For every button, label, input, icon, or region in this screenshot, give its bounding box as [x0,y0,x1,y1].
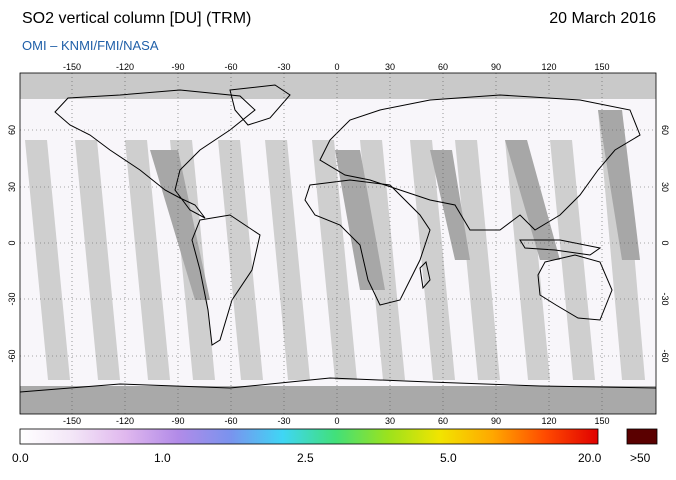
map-frame [19,72,657,415]
lon-tick-bottom: 60 [438,416,448,426]
lon-tick-bottom: 120 [541,416,556,426]
map-credits: OMI – KNMI/FMI/NASA [22,38,159,53]
lon-tick-top: -90 [171,62,184,72]
lon-tick-bottom: 90 [491,416,501,426]
map-date: 20 March 2016 [549,10,656,27]
lon-tick-top: 120 [541,62,556,72]
map-panel [20,73,656,414]
lon-tick-bottom: 30 [385,416,395,426]
lon-tick-top: -150 [63,62,81,72]
lat-tick-left: -60 [7,349,17,362]
antarctic-nodata [20,386,656,414]
coastlines [20,84,656,393]
lat-tick-right: -60 [660,349,670,362]
lon-tick-bottom: -150 [63,416,81,426]
graticule [20,73,656,414]
lon-tick-top: -60 [224,62,237,72]
colorbar-overflow-swatch [626,428,658,445]
lat-ticks-right: 60 30 0 -30 -60 [660,125,670,363]
lon-tick-bottom: -90 [171,416,184,426]
lon-tick-bottom: 0 [334,416,339,426]
lon-tick-top: -30 [277,62,290,72]
colorbar-label: 1.0 [154,451,171,465]
lat-tick-left: 0 [7,240,17,245]
land-gap-shading [150,110,640,300]
lon-tick-bottom: 150 [594,416,609,426]
colorbar-label: 0.0 [12,451,29,465]
colorbar-label: 20.0 [578,451,602,465]
orbit-gaps [25,110,645,380]
lat-tick-left: -30 [7,292,17,305]
lat-ticks-left: 60 30 0 -30 -60 [7,125,17,363]
lon-tick-top: 30 [385,62,395,72]
lon-tick-top: -120 [116,62,134,72]
colorbar [19,428,658,445]
lon-ticks-bottom: -150 -120 -90 -60 -30 0 30 60 90 120 150 [63,416,610,426]
lat-tick-right: -30 [660,292,670,305]
lon-tick-bottom: -60 [224,416,237,426]
lat-tick-right: 0 [660,240,670,245]
lat-tick-left: 30 [7,182,17,192]
lon-tick-bottom: -120 [116,416,134,426]
lat-tick-right: 60 [660,125,670,135]
colorbar-label: 2.5 [297,451,314,465]
lon-tick-bottom: -30 [277,416,290,426]
lat-tick-right: 30 [660,182,670,192]
colorbar-label: 5.0 [440,451,457,465]
lon-tick-top: 60 [438,62,448,72]
colorbar-overflow-label: >50 [630,451,651,465]
map-title: SO2 vertical column [DU] (TRM) [22,10,252,27]
lon-ticks-top: -150 -120 -90 -60 -30 0 30 60 90 120 150 [63,62,610,72]
colorbar-ramp [19,428,599,445]
lon-tick-top: 150 [594,62,609,72]
lon-tick-top: 0 [334,62,339,72]
lon-tick-top: 90 [491,62,501,72]
lat-tick-left: 60 [7,125,17,135]
